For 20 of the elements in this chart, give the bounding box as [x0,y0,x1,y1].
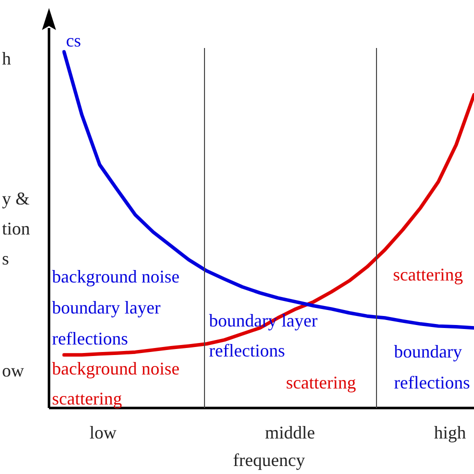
text: tion [2,218,30,239]
annotation: boundary layer [52,298,160,318]
text: middle [265,422,316,443]
text: h [2,48,11,69]
annotation: background noise [52,266,180,287]
annotation: scattering [393,264,463,285]
annotation: scattering [52,388,122,409]
annotation: scattering [286,372,356,393]
x-axis-title: frequency [233,450,305,470]
annotation: reflections [209,340,285,361]
annotation: boundary [394,342,462,362]
annotation: reflections [394,372,470,393]
text: y & [2,188,30,209]
text: cs [66,30,81,51]
text: ow [2,360,24,381]
text: low [90,422,116,443]
annotation: background noise [52,358,180,379]
text: s [2,248,10,269]
annotation: reflections [52,328,128,349]
text: high [434,422,466,443]
